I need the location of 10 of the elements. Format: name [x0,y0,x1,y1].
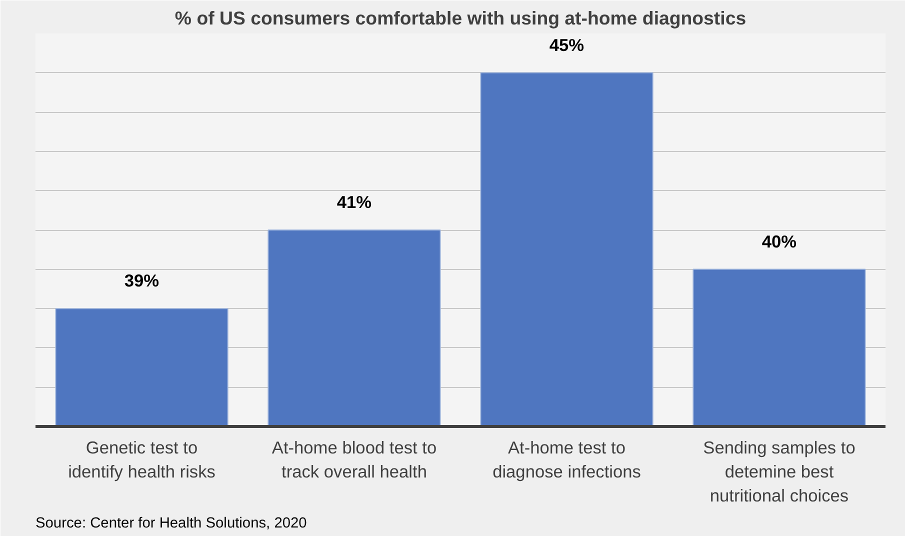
chart-title: % of US consumers comfortable with using at-home diagnostics [174,8,746,28]
x-tick-label: At-home test to diagnose infections [492,438,642,482]
data-label: 40% [762,231,797,252]
data-label: 45% [549,34,584,55]
x-tick-label: At-home blood test to track overall health [272,438,437,482]
data-label: 39% [124,270,160,291]
source-note: Source: Center for Health Solutions, 2020 [36,516,307,532]
x-tick-label: Sending samples to detemine best nutritional choices [703,438,856,506]
data-label: 41% [336,192,372,212]
x-tick-label: Genetic test to identify health risks [68,438,216,482]
